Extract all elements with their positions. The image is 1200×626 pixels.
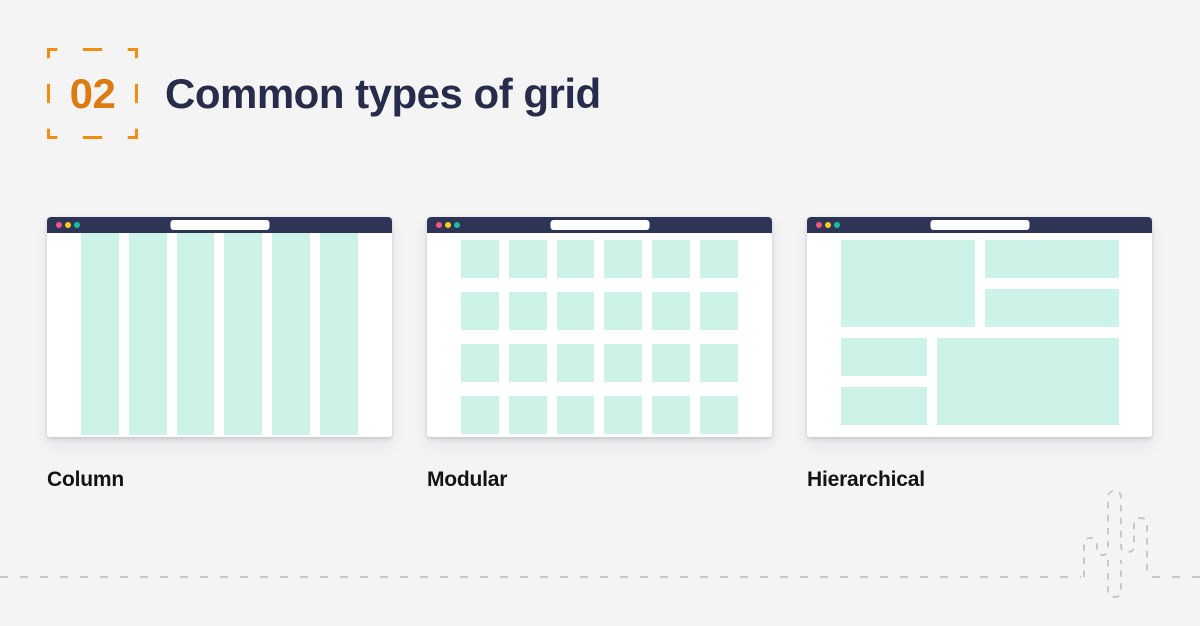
window-dot-close-icon (56, 222, 62, 228)
grid-block (556, 240, 595, 278)
grid-block (128, 233, 167, 435)
browser-titlebar (427, 217, 772, 233)
window-dot-minimize-icon (825, 222, 831, 228)
grid-label: Hierarchical (807, 468, 925, 491)
grid-block (652, 291, 691, 330)
grid-card-hierarchical: Hierarchical (807, 217, 1152, 492)
grid-block (81, 233, 119, 435)
grid-label: Modular (427, 468, 508, 491)
grid-block (652, 240, 691, 278)
grid-block (700, 291, 738, 330)
browser-window (807, 217, 1152, 437)
browser-titlebar (807, 217, 1152, 233)
address-bar (930, 220, 1029, 230)
grid-block (700, 240, 738, 278)
grid-block (320, 233, 358, 435)
grid-examples-row: Column Modular (47, 217, 1152, 492)
page-title: Common types of grid (165, 69, 601, 117)
grid-block (508, 291, 547, 330)
hier-block-small-bottom-left-2 (841, 387, 927, 425)
grid-block (700, 395, 738, 434)
grid-block (272, 233, 311, 435)
window-dot-close-icon (436, 222, 442, 228)
address-bar (550, 220, 649, 230)
browser-window (47, 217, 392, 437)
modular-grid-illustration (427, 233, 772, 437)
grid-block (556, 343, 595, 382)
grid-block (556, 291, 595, 330)
window-dot-minimize-icon (65, 222, 71, 228)
section-number-box: 02 (47, 48, 138, 139)
address-bar (170, 220, 269, 230)
grid-block (176, 233, 215, 435)
header: 02 Common types of grid (47, 48, 601, 139)
cactus-trunk-icon (1107, 560, 1122, 599)
dashed-frame-icon (47, 48, 138, 139)
hier-block-large-bottom-right (937, 338, 1119, 425)
grid-block (508, 343, 547, 382)
grid-block (604, 291, 643, 330)
hier-block-wide-top-right-2 (985, 289, 1119, 327)
grid-block (652, 343, 691, 382)
grid-block (700, 343, 738, 382)
grid-block (224, 233, 263, 435)
hierarchical-grid-illustration (807, 233, 1152, 437)
section-number: 02 (69, 69, 116, 117)
window-dot-minimize-icon (445, 222, 451, 228)
grid-block (508, 240, 547, 278)
grid-block (652, 395, 691, 434)
grid-block (508, 395, 547, 434)
grid-block (461, 240, 499, 278)
hier-block-large-top-left (841, 240, 975, 327)
grid-block (461, 291, 499, 330)
grid-block (556, 395, 595, 434)
browser-titlebar (47, 217, 392, 233)
hier-block-small-bottom-left-1 (841, 338, 927, 376)
grid-block (604, 240, 643, 278)
grid-block (461, 343, 499, 382)
browser-window (427, 217, 772, 437)
hier-block-wide-top-right-1 (985, 240, 1119, 278)
window-dot-close-icon (816, 222, 822, 228)
column-grid-illustration (47, 233, 392, 437)
grid-block (461, 395, 499, 434)
window-dot-maximize-icon (74, 222, 80, 228)
grid-block (604, 395, 643, 434)
window-dot-maximize-icon (454, 222, 460, 228)
grid-card-modular: Modular (427, 217, 772, 492)
window-dot-maximize-icon (834, 222, 840, 228)
grid-card-column: Column (47, 217, 392, 492)
grid-label: Column (47, 468, 124, 491)
cactus-icon (1083, 489, 1148, 577)
grid-block (604, 343, 643, 382)
